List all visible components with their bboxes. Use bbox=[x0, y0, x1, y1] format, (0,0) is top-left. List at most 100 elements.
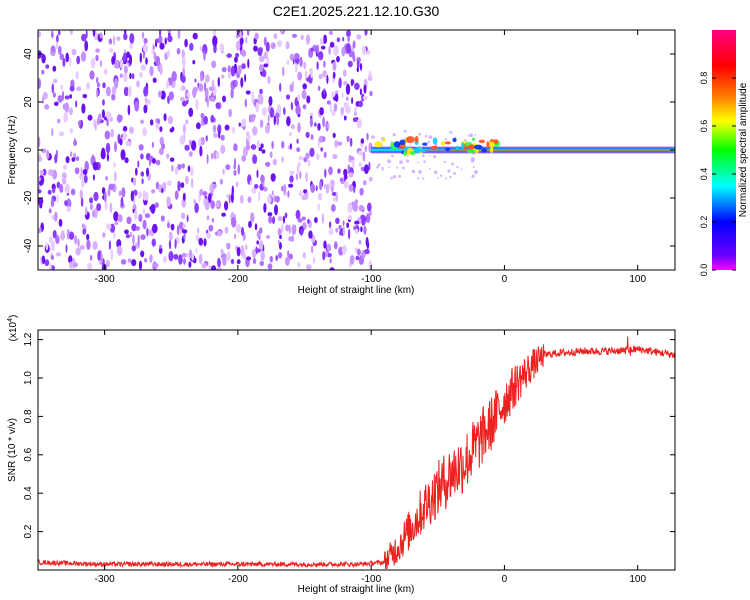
spectrogram-cell bbox=[302, 104, 307, 110]
spectrogram-cell bbox=[76, 86, 82, 91]
spectrogram-cell bbox=[318, 135, 324, 143]
spectrogram-cell bbox=[359, 254, 362, 265]
spectrogram-cell bbox=[206, 232, 212, 239]
spectrogram-cell bbox=[262, 181, 265, 188]
spectrogram-cell bbox=[222, 95, 226, 103]
spectrogram-cell bbox=[263, 63, 269, 68]
spectrogram-cell bbox=[279, 234, 282, 240]
spectrogram-cell bbox=[217, 257, 221, 268]
spectrogram-cell bbox=[80, 51, 87, 62]
spectrogram-cell bbox=[114, 221, 118, 226]
spectrogram-cell bbox=[168, 91, 174, 101]
spectrogram-cell bbox=[125, 140, 131, 147]
spectrogram-cell bbox=[353, 186, 356, 194]
spectrogram-cell bbox=[113, 162, 116, 168]
spectrogram-cell bbox=[467, 134, 470, 137]
spectrogram-cell bbox=[352, 160, 355, 169]
spectrogram-cell bbox=[325, 250, 329, 258]
spectrogram-cell bbox=[267, 263, 273, 270]
spectrogram-cell bbox=[359, 62, 363, 71]
spectrogram-cell bbox=[389, 160, 392, 163]
spectrogram-cell bbox=[38, 31, 41, 38]
spectrogram-cell bbox=[246, 133, 251, 142]
spectrogram-cell bbox=[143, 104, 148, 114]
spectrogram-cell bbox=[250, 114, 256, 119]
spectrogram-cell bbox=[230, 258, 235, 265]
spectrogram-cell bbox=[79, 244, 85, 250]
spectrogram-cell bbox=[349, 172, 354, 178]
spectrogram-cell bbox=[94, 122, 97, 131]
spectrogram-cell bbox=[347, 202, 353, 214]
spectrogram-cell bbox=[346, 42, 351, 54]
spectrogram-cell bbox=[191, 177, 194, 189]
spectrogram-cell bbox=[105, 142, 111, 154]
spectrogram-cell bbox=[119, 73, 124, 78]
spectrogram-cell bbox=[305, 264, 312, 270]
spectrogram-cell bbox=[217, 77, 220, 87]
spectrogram-cell bbox=[284, 212, 288, 219]
spectrogram-cell bbox=[268, 215, 273, 224]
spectrogram-cell bbox=[256, 140, 261, 149]
spectrogram-cell bbox=[69, 231, 75, 240]
spectrogram-cell bbox=[134, 209, 138, 221]
spectrogram-cell bbox=[338, 77, 342, 89]
spectrogram-cell bbox=[148, 156, 152, 167]
bottom-y-axis-label: SNR (10 * v/v) bbox=[7, 418, 18, 482]
spectrogram-cell bbox=[152, 158, 156, 164]
spectrogram-cell bbox=[104, 200, 108, 211]
spectrogram-cell bbox=[55, 235, 60, 245]
spectrogram-cell bbox=[297, 94, 300, 102]
spectrogram-cell bbox=[258, 191, 261, 202]
spectrogram-cell bbox=[54, 211, 58, 222]
spectrogram-cell bbox=[228, 108, 232, 118]
spectrogram-cell bbox=[151, 238, 156, 247]
spectrogram-cell bbox=[281, 156, 284, 163]
spectrogram-cell bbox=[192, 32, 198, 40]
spectrogram-cell bbox=[255, 248, 261, 253]
spectrogram-cell bbox=[64, 102, 70, 113]
spectrogram-cell bbox=[213, 30, 217, 38]
snr-frame bbox=[37, 329, 676, 571]
spectrogram-cell bbox=[368, 161, 371, 171]
spectrogram-cell bbox=[180, 212, 186, 220]
spectrogram-cell bbox=[210, 114, 215, 123]
spectrogram-cell bbox=[215, 102, 220, 109]
spectrogram-cell bbox=[265, 41, 270, 53]
spectrogram-cell bbox=[156, 118, 161, 125]
spectrogram-cell bbox=[203, 82, 207, 92]
spectrogram-cell bbox=[206, 96, 209, 108]
spectrogram-cell bbox=[285, 224, 290, 232]
spectrogram-cell bbox=[176, 225, 180, 236]
spectrogram-cell bbox=[328, 45, 331, 56]
spectrogram-cell bbox=[447, 169, 451, 173]
spectrogram-cell bbox=[108, 48, 114, 53]
colorbar-axis: 0.0 0.2 0.4 0.6 0.8 bbox=[699, 72, 736, 276]
spectrogram-cell bbox=[82, 169, 88, 175]
spectrogram-cell bbox=[343, 81, 348, 86]
spectrogram-cell bbox=[306, 95, 311, 104]
spectrogram-cell bbox=[80, 197, 84, 207]
spectrogram-cell bbox=[100, 253, 103, 264]
spectrogram-cell bbox=[393, 175, 397, 179]
spectrogram-cell bbox=[46, 150, 50, 160]
spectrogram-cell bbox=[301, 195, 307, 201]
spectrogram-cell bbox=[428, 167, 431, 170]
top-x-axis: -300 -200 -100 0 100 bbox=[95, 30, 646, 285]
spectrogram-cell bbox=[200, 73, 203, 82]
spectrogram-cell bbox=[246, 30, 250, 36]
spectrogram-cell bbox=[449, 175, 452, 179]
spectrogram-cell bbox=[298, 190, 303, 197]
spectrogram-cell bbox=[59, 183, 64, 193]
spectrogram-cell bbox=[489, 146, 494, 153]
spectrogram-cell bbox=[81, 179, 85, 188]
spectrogram-cell bbox=[124, 229, 129, 235]
spectrogram-cell bbox=[168, 251, 174, 262]
spectrogram-cell bbox=[143, 86, 149, 97]
spectrogram-cell bbox=[199, 188, 204, 196]
spectrogram-cell bbox=[346, 222, 350, 229]
spectrogram-cell bbox=[317, 85, 321, 92]
spectrogram-cell bbox=[144, 258, 148, 263]
spectrogram-cell bbox=[152, 223, 158, 234]
spectrogram-image bbox=[38, 30, 675, 270]
